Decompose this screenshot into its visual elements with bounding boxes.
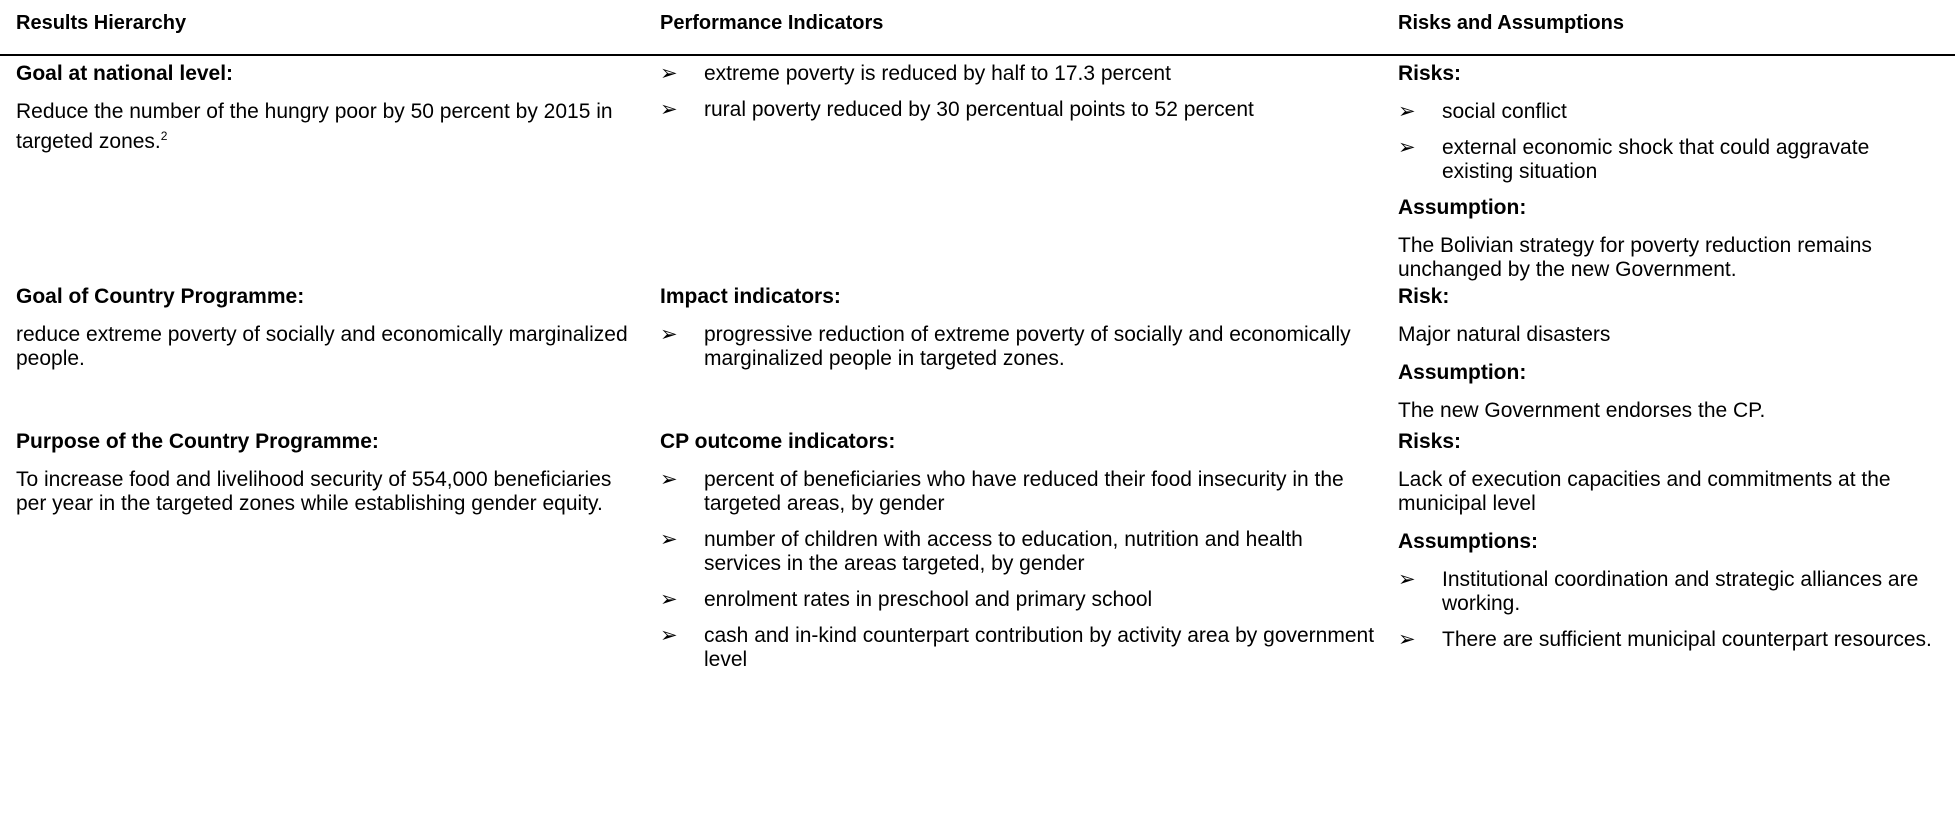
bullet-item: external economic shock that could aggra… [1398,136,1946,184]
header-rule [0,54,1955,56]
heading: Assumption: [1398,361,1527,384]
heading: Impact indicators: [660,285,841,308]
paragraph: Reduce the number of the hungry poor by … [16,100,628,154]
paragraph: Lack of execution capacities and commitm… [1398,468,1891,515]
heading: Assumption: [1398,196,1527,219]
bullet-item: enrolment rates in preschool and primary… [660,588,1384,612]
text: To increase food and livelihood security… [16,468,612,515]
bullet-item: There are sufficient municipal counterpa… [1398,628,1946,652]
results-cell: Purpose of the Country Programme: To incr… [16,430,628,530]
heading: Goal of Country Programme: [16,285,305,308]
indicators-cell: CP outcome indicators: percent of benefic… [660,430,1384,684]
risks-cell: Risks: social conflict external economic s… [1398,62,1946,296]
text: reduce extreme poverty of socially and e… [16,323,628,370]
paragraph: The Bolivian strategy for poverty reduct… [1398,234,1872,281]
bullet-item: number of children with access to educat… [660,528,1384,576]
risks-cell: Risk: Major natural disasters Assumption: T… [1398,285,1946,437]
bullet-item: social conflict [1398,100,1946,124]
bullet-item: Institutional coordination and strategic… [1398,568,1946,616]
results-cell: Goal at national level: Reduce the number… [16,62,628,168]
bullet-item: rural poverty reduced by 30 percentual p… [660,98,1384,122]
bullet-item: progressive reduction of extreme poverty… [660,323,1384,371]
paragraph: The new Government endorses the CP. [1398,399,1766,422]
risks-cell: Risks: Lack of execution capacities and c… [1398,430,1946,664]
heading: Goal at national level: [16,62,234,85]
paragraph: reduce extreme poverty of socially and e… [16,323,628,371]
indicators-cell: extreme poverty is reduced by half to 17… [660,62,1384,134]
heading: Assumptions: [1398,530,1539,553]
heading: Risk: [1398,285,1450,308]
bullet-item: percent of beneficiaries who have reduce… [660,468,1384,516]
paragraph: To increase food and livelihood security… [16,468,628,516]
heading: CP outcome indicators: [660,430,896,453]
indicators-cell: Impact indicators: progressive reduction … [660,285,1384,383]
footnote: 2 [160,129,168,143]
heading: Risks: [1398,62,1462,85]
header-cell: Performance Indicators [660,12,884,34]
bullet-item: extreme poverty is reduced by half to 17… [660,62,1384,86]
bullet-item: cash and in-kind counterpart contributio… [660,624,1384,672]
paragraph: Major natural disasters [1398,323,1611,346]
header-cell: Risks and Assumptions [1398,12,1624,34]
heading: Risks: [1398,430,1462,453]
header-cell: Results Hierarchy [16,12,187,34]
text: Reduce the number of the hungry poor by … [16,100,613,153]
results-cell: Goal of Country Programme: reduce extreme… [16,285,628,385]
heading: Purpose of the Country Programme: [16,430,379,453]
